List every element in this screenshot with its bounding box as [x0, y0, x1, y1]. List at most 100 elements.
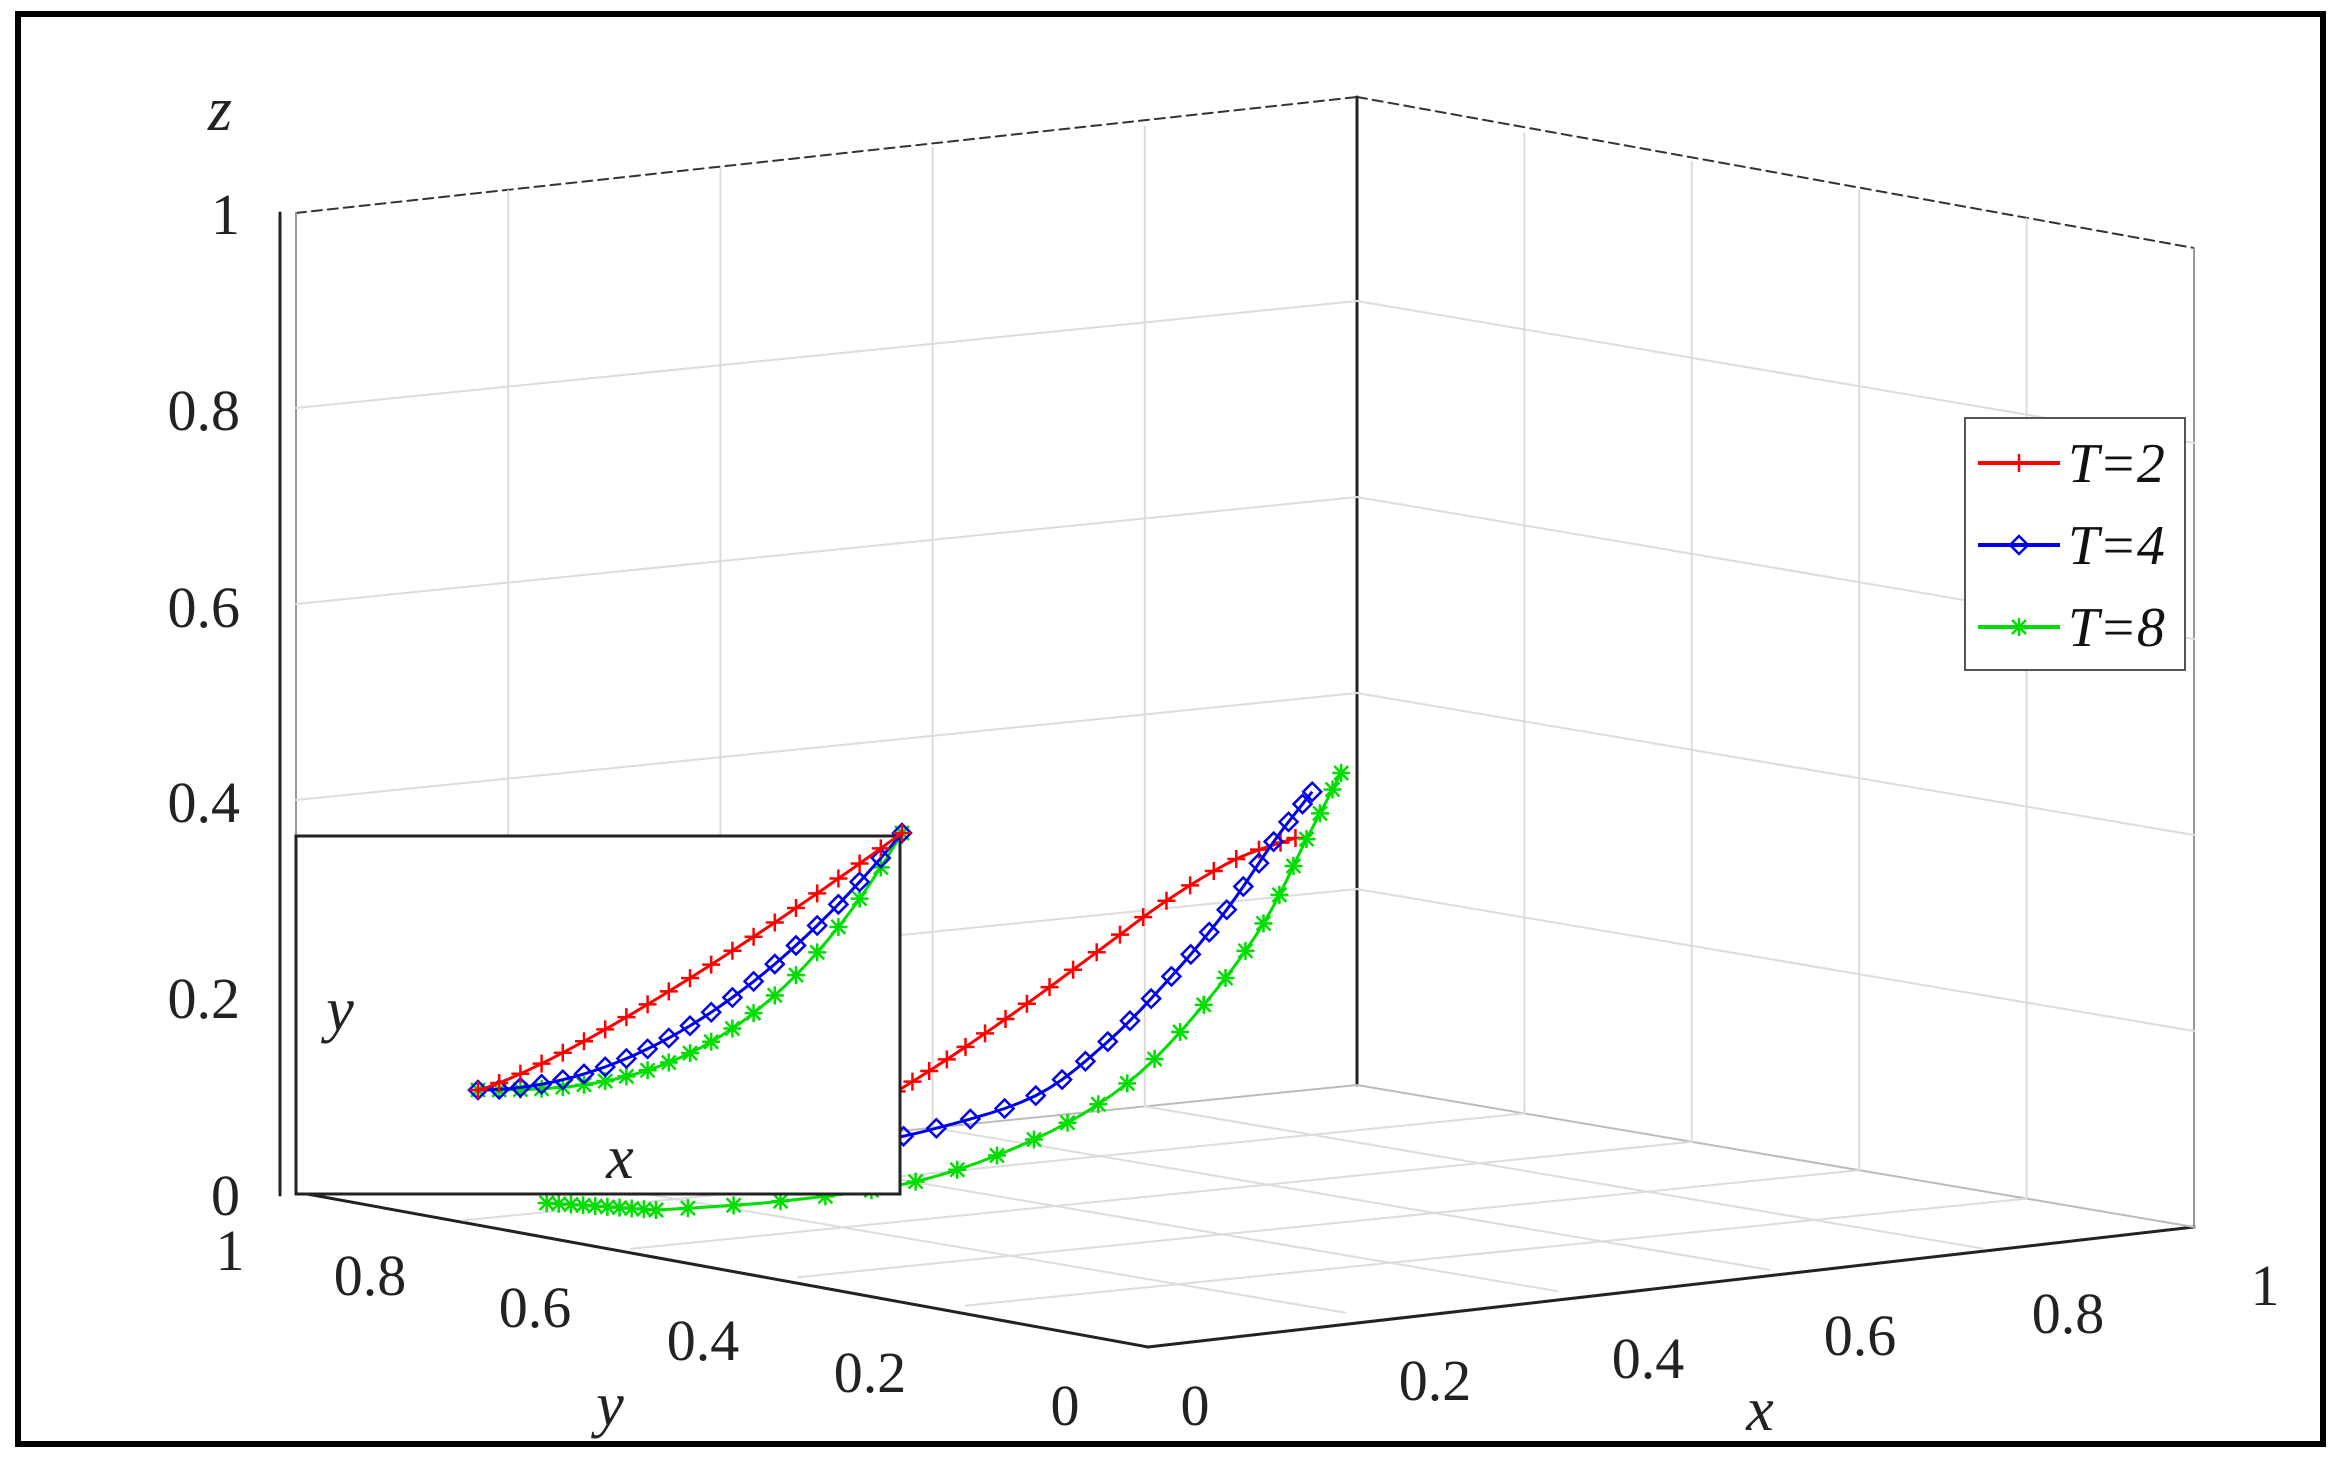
series-marker — [1097, 1030, 1119, 1053]
y-tick-label: 0.6 — [499, 1275, 572, 1340]
series-marker — [771, 1192, 790, 1211]
legend-marker — [2010, 454, 2028, 472]
x-tick-label: 0.8 — [2032, 1281, 2105, 1346]
series-marker — [1087, 943, 1106, 962]
inset-series-marker — [594, 1056, 616, 1078]
series-marker — [1323, 780, 1342, 799]
inset-series-marker — [808, 884, 827, 903]
series-marker — [1284, 856, 1303, 875]
series-marker — [574, 1196, 593, 1215]
inset-series-marker — [721, 986, 744, 1009]
inset-series-marker — [744, 1004, 763, 1023]
series-marker — [610, 1198, 629, 1217]
series-marker — [1216, 968, 1235, 987]
series-marker — [1180, 943, 1202, 966]
series-marker — [1227, 850, 1246, 868]
inset-series — [467, 822, 913, 1101]
x-tick-label: 0.6 — [1824, 1303, 1897, 1368]
series-marker — [1017, 994, 1036, 1013]
series-marker — [1119, 1009, 1141, 1032]
x-tick-label: 1 — [2251, 1253, 2280, 1318]
z-tick-label: 0.6 — [168, 575, 241, 640]
inset-series-marker — [785, 934, 807, 957]
grid-line — [1356, 888, 2195, 1032]
x-axis-line — [1146, 1225, 2196, 1349]
series-marker — [1051, 1068, 1073, 1091]
grid-line — [295, 300, 1358, 409]
box-edge — [1356, 96, 2195, 249]
box-edge — [295, 96, 1358, 214]
legend-items: T=2 T=4 T=8 — [1978, 433, 2165, 659]
inset-series-marker — [829, 869, 848, 888]
inset-series-marker — [702, 955, 721, 974]
figure-frame — [15, 11, 2326, 1447]
inset-series-marker — [765, 913, 784, 932]
legend: T=2 T=4 T=8 — [1964, 417, 2186, 671]
inset-series-marker — [679, 1014, 701, 1037]
series-marker — [1024, 1130, 1043, 1149]
series-marker — [993, 1097, 1016, 1120]
inset-series-marker — [806, 914, 828, 937]
series-marker — [816, 1187, 835, 1206]
series-marker — [1232, 875, 1255, 898]
series-marker — [1215, 898, 1238, 921]
inset-series-marker — [532, 1079, 551, 1098]
legend-marker — [2010, 618, 2028, 636]
series-marker — [598, 1197, 617, 1216]
inset-series-marker — [490, 1073, 509, 1092]
inset-series-marker — [681, 969, 699, 988]
inset-series-marker — [552, 1068, 574, 1091]
inset-series-marker — [848, 871, 871, 893]
inset-series-marker — [827, 893, 850, 916]
inset-series-marker — [808, 943, 827, 962]
series-marker — [976, 1024, 995, 1043]
x-tick-label: 0.2 — [1399, 1348, 1472, 1413]
series-marker — [996, 1010, 1015, 1029]
grid-line — [1143, 1105, 1983, 1250]
inset-series-marker — [850, 854, 869, 873]
series-marker — [1198, 921, 1220, 943]
inset-series-marker — [511, 1064, 530, 1083]
series-marker — [920, 1061, 939, 1080]
series-marker — [1064, 960, 1083, 979]
x-axis-label: x — [1745, 1376, 1774, 1444]
y-tick-label: 0.8 — [334, 1243, 407, 1308]
axes-box — [278, 95, 2196, 1349]
x-tick-labels: 0 0.2 0.4 0.6 0.8 1 — [1181, 1253, 2280, 1438]
series-marker — [1262, 830, 1285, 853]
z-tick-label: 1 — [211, 182, 240, 247]
inset-series-marker — [700, 1001, 722, 1024]
series-marker — [1040, 978, 1059, 997]
inset-series-marker — [765, 986, 784, 1005]
inset-series-marker — [723, 1019, 742, 1038]
inset-series-marker — [575, 1032, 593, 1051]
series-marker — [1110, 925, 1129, 944]
series-marker — [1332, 764, 1351, 783]
legend-marker — [2008, 534, 2030, 556]
inset-series-marker — [702, 1032, 721, 1051]
series-marker — [1160, 965, 1183, 988]
inset-series-marker — [617, 1008, 636, 1027]
inset-frame — [294, 834, 902, 1196]
series-marker — [1297, 830, 1316, 849]
inset-series-marker — [829, 917, 848, 936]
inset-series-marker — [764, 953, 786, 975]
series-marker — [1254, 914, 1273, 933]
y-tick-labels: 0 0.2 0.4 0.6 0.8 1 — [216, 1218, 1080, 1438]
grid-line — [462, 1112, 1526, 1222]
z-tick-label: 0.4 — [168, 770, 241, 835]
grid-line — [964, 1197, 2028, 1307]
inset-series-marker — [658, 1027, 680, 1049]
legend-label: T=2 — [2068, 433, 2165, 495]
y-tick-label: 0.4 — [667, 1308, 740, 1373]
inset-series-marker — [638, 1061, 657, 1080]
series-marker — [959, 1108, 982, 1130]
legend-label: T=8 — [2068, 597, 2165, 659]
series-marker — [988, 1146, 1007, 1165]
series-marker — [956, 1037, 975, 1056]
legend-label: T=4 — [2068, 515, 2165, 577]
series-marker — [925, 1117, 948, 1139]
series-marker — [906, 1172, 925, 1191]
series-marker — [1181, 876, 1200, 895]
